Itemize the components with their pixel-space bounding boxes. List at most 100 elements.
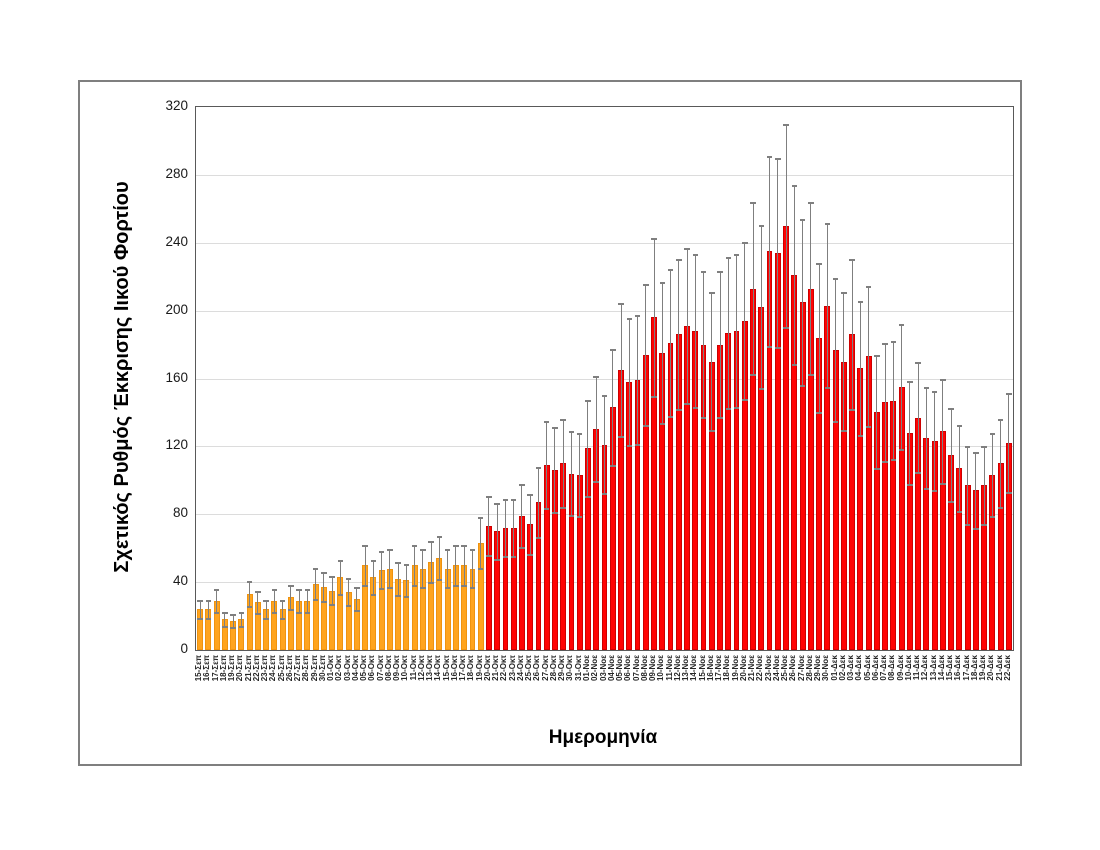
- error-cap-top: [238, 612, 245, 615]
- error-whisker: [372, 559, 374, 595]
- error-whisker: [727, 256, 729, 409]
- error-cap-bottom: [948, 500, 954, 503]
- error-cap-top: [255, 591, 261, 594]
- chart-container: Σχετικός Ρυθμός Έκκρισης Ιικού Φορτίου 0…: [78, 80, 1022, 766]
- error-cap-bottom: [931, 490, 938, 493]
- error-cap-bottom: [453, 584, 459, 587]
- error-cap-top: [676, 258, 682, 261]
- error-cap-bottom: [288, 609, 294, 612]
- error-cap-bottom: [758, 388, 765, 391]
- error-cap-bottom: [337, 593, 344, 596]
- error-cap-bottom: [601, 492, 608, 495]
- error-cap-top: [469, 549, 476, 551]
- error-cap-bottom: [519, 547, 525, 550]
- error-cap-bottom: [411, 584, 418, 587]
- error-cap-top: [576, 433, 583, 436]
- error-cap-top: [444, 549, 451, 551]
- error-cap-top: [395, 561, 401, 564]
- error-cap-bottom: [329, 603, 335, 606]
- error-cap-top: [1006, 393, 1012, 396]
- error-cap-bottom: [923, 487, 930, 490]
- error-whisker: [348, 578, 350, 607]
- error-whisker: [661, 281, 663, 425]
- error-whisker: [967, 445, 969, 525]
- error-cap-top: [997, 418, 1004, 421]
- error-cap-bottom: [420, 587, 426, 590]
- error-whisker: [983, 445, 985, 525]
- error-cap-top: [519, 483, 525, 486]
- error-cap-top: [816, 262, 822, 265]
- error-cap-bottom: [651, 396, 657, 399]
- error-cap-bottom: [428, 581, 434, 584]
- error-cap-top: [213, 588, 220, 591]
- error-cap-top: [593, 376, 599, 379]
- error-cap-bottom: [543, 508, 550, 511]
- error-cap-bottom: [576, 516, 583, 519]
- error-whisker: [909, 380, 911, 485]
- error-cap-bottom: [733, 406, 740, 409]
- error-whisker: [207, 599, 209, 620]
- error-cap-bottom: [865, 425, 872, 428]
- error-cap-top: [865, 285, 872, 288]
- error-cap-bottom: [205, 618, 212, 621]
- error-cap-top: [742, 241, 748, 244]
- error-cap-bottom: [502, 556, 509, 559]
- error-cap-top: [964, 445, 971, 448]
- error-cap-bottom: [775, 347, 781, 350]
- error-cap-bottom: [345, 605, 352, 608]
- error-cap-top: [411, 544, 418, 547]
- error-whisker: [868, 285, 870, 427]
- error-cap-bottom: [725, 407, 732, 410]
- error-cap-top: [321, 572, 327, 575]
- error-cap-top: [502, 498, 509, 501]
- error-whisker: [240, 612, 242, 627]
- error-cap-bottom: [222, 625, 228, 628]
- error-cap-bottom: [246, 606, 253, 609]
- error-whisker: [224, 612, 226, 627]
- error-cap-top: [643, 283, 649, 286]
- error-whisker: [364, 544, 366, 586]
- error-cap-top: [684, 248, 690, 251]
- error-cap-bottom: [700, 416, 707, 419]
- error-whisker: [447, 549, 449, 589]
- error-cap-top: [304, 588, 311, 591]
- error-cap-bottom: [362, 584, 368, 587]
- error-cap-bottom: [263, 618, 269, 621]
- error-cap-top: [246, 580, 253, 583]
- error-cap-bottom: [255, 612, 261, 615]
- error-cap-top: [312, 567, 319, 570]
- error-cap-top: [222, 612, 228, 615]
- error-cap-top: [560, 418, 566, 421]
- error-cap-top: [832, 277, 839, 280]
- error-cap-bottom: [271, 611, 278, 614]
- error-whisker: [942, 378, 944, 484]
- error-cap-top: [799, 218, 806, 221]
- error-whisker: [513, 498, 515, 558]
- error-whisker: [414, 544, 416, 586]
- error-cap-top: [337, 559, 344, 562]
- error-cap-top: [288, 584, 294, 587]
- error-whisker: [736, 254, 738, 408]
- y-tick-label: 80: [172, 505, 188, 521]
- error-cap-bottom: [354, 610, 360, 613]
- error-whisker: [604, 395, 605, 494]
- error-cap-bottom: [692, 406, 699, 409]
- error-whisker: [934, 391, 936, 492]
- error-cap-bottom: [742, 398, 748, 401]
- error-whisker: [628, 317, 630, 447]
- error-whisker: [422, 549, 424, 589]
- error-whisker: [843, 292, 845, 431]
- error-cap-bottom: [940, 482, 946, 485]
- error-whisker: [216, 588, 218, 613]
- error-cap-top: [403, 563, 410, 566]
- error-whisker: [356, 586, 358, 612]
- error-whisker: [835, 277, 837, 422]
- error-cap-bottom: [890, 459, 897, 462]
- error-cap-top: [841, 292, 847, 295]
- error-whisker: [430, 540, 432, 583]
- error-whisker: [645, 283, 647, 426]
- error-whisker: [570, 431, 572, 516]
- error-cap-top: [370, 559, 377, 562]
- error-cap-bottom: [378, 588, 385, 591]
- error-cap-bottom: [395, 594, 401, 597]
